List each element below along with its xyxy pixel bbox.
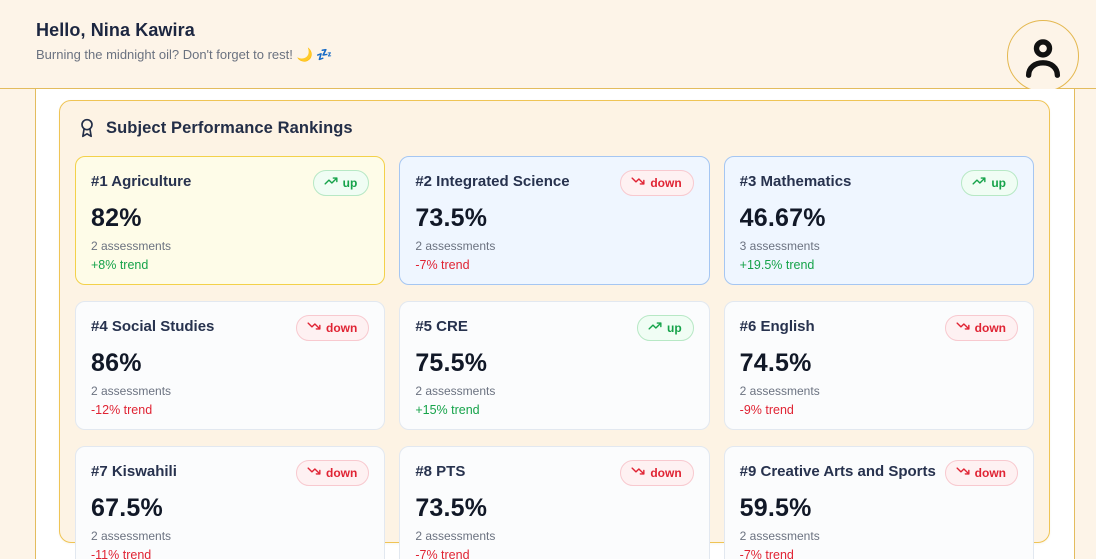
trend-badge: down	[296, 460, 370, 486]
ranking-card-title: #1 Agriculture	[91, 173, 192, 190]
trending-down-icon	[307, 319, 321, 336]
ranking-card-top: #1 Agriculture up	[91, 170, 370, 196]
ranking-card: #2 Integrated Science down 73.5%	[399, 156, 710, 285]
ranking-assessments: 2 assessments	[415, 529, 496, 543]
trending-down-icon	[631, 464, 645, 481]
ranking-score: 86%	[91, 349, 142, 377]
user-avatar-button[interactable]	[1007, 20, 1079, 92]
trend-badge: up	[636, 315, 694, 341]
ranking-card-title: #8 PTS	[415, 463, 466, 480]
ranking-score: 67.5%	[91, 494, 163, 522]
ranking-trend: -7% trend	[415, 258, 470, 272]
ranking-assessments: 2 assessments	[91, 384, 172, 398]
ranking-assessments: 2 assessments	[415, 384, 496, 398]
trend-badge: down	[296, 315, 370, 341]
ranking-trend: -7% trend	[415, 548, 470, 559]
rankings-section-header: Subject Performance Rankings	[75, 118, 1034, 138]
trend-badge-label: up	[666, 320, 682, 335]
trending-up-icon	[972, 174, 986, 191]
ranking-card-top: #9 Creative Arts and Sports down	[740, 460, 1018, 486]
trending-down-icon	[307, 464, 321, 481]
trend-badge-label: down	[650, 175, 682, 190]
trend-badge-label: down	[650, 465, 682, 480]
ranking-score: 46.67%	[739, 204, 826, 232]
ranking-score: 82%	[91, 204, 142, 232]
ranking-card-title: #7 Kiswahili	[91, 463, 177, 480]
ranking-card-top: #5 CRE up	[415, 315, 694, 341]
greeting-title: Hello, Nina Kawira	[36, 20, 195, 40]
left-margin-strip	[0, 89, 36, 559]
ranking-card-top: #6 English down	[740, 315, 1018, 341]
greeting-block: Hello, Nina Kawira Burning the midnight …	[36, 20, 332, 63]
trend-badge-label: up	[991, 175, 1006, 190]
ranking-score: 73.5%	[415, 494, 488, 522]
rankings-section-title: Subject Performance Rankings	[106, 118, 353, 137]
user-icon	[1020, 27, 1066, 86]
trending-down-icon	[956, 464, 970, 481]
ranking-card: #1 Agriculture up 82% 2 assessmen	[75, 156, 386, 285]
trend-badge-label: down	[974, 320, 1006, 335]
ranking-card: #7 Kiswahili down 67.5% 2 assessm	[75, 446, 386, 559]
trend-badge-label: up	[342, 175, 358, 190]
ranking-trend: -12% trend	[91, 403, 153, 417]
main-area: Subject Performance Rankings #1 Agricult…	[0, 89, 1096, 559]
trending-up-icon	[648, 319, 662, 336]
ranking-card: #8 PTS down 73.5% 2 assessments	[399, 446, 710, 559]
ranking-card-top: #2 Integrated Science down	[415, 170, 694, 196]
trend-badge-label: down	[974, 465, 1006, 480]
ranking-trend: +8% trend	[91, 258, 149, 272]
ranking-assessments: 2 assessments	[739, 529, 820, 543]
trend-badge: down	[944, 460, 1018, 486]
ranking-trend: +15% trend	[415, 403, 480, 417]
ranking-trend: -9% trend	[739, 403, 794, 417]
ranking-trend: -11% trend	[91, 548, 152, 559]
ranking-score: 75.5%	[415, 349, 488, 377]
trend-badge: down	[620, 170, 694, 196]
ranking-card: #4 Social Studies down 86% 2 asse	[75, 301, 386, 430]
trend-badge: down	[620, 460, 694, 486]
ranking-trend: +19.5% trend	[739, 258, 815, 272]
content-panel: Subject Performance Rankings #1 Agricult…	[36, 89, 1074, 559]
right-margin-strip	[1074, 89, 1096, 559]
trending-down-icon	[956, 319, 970, 336]
ranking-card: #3 Mathematics up 46.67% 3 assess	[723, 156, 1034, 285]
rankings-section: Subject Performance Rankings #1 Agricult…	[59, 100, 1050, 559]
ranking-assessments: 2 assessments	[91, 239, 172, 253]
trend-badge: up	[312, 170, 370, 196]
trend-badge-label: down	[326, 320, 358, 335]
trend-badge: down	[944, 315, 1018, 341]
ranking-assessments: 2 assessments	[739, 384, 820, 398]
ranking-score: 74.5%	[739, 349, 812, 377]
ranking-card: #9 Creative Arts and Sports down 59.5	[723, 446, 1034, 559]
page-header: Hello, Nina Kawira Burning the midnight …	[0, 0, 1096, 92]
ranking-card-top: #8 PTS down	[415, 460, 694, 486]
rankings-grid: #1 Agriculture up 82% 2 assessmen	[75, 156, 1034, 559]
ranking-card: #6 English down 74.5% 2 assessmen	[723, 301, 1034, 430]
ranking-card-title: #9 Creative Arts and Sports	[739, 463, 936, 480]
ranking-card-title: #6 English	[739, 318, 815, 335]
ranking-card: #5 CRE up 75.5% 2 assessments	[399, 301, 710, 430]
ranking-card-top: #4 Social Studies down	[91, 315, 370, 341]
award-icon	[77, 118, 97, 138]
ranking-assessments: 2 assessments	[91, 529, 172, 543]
trending-down-icon	[631, 174, 645, 191]
ranking-card-title: #2 Integrated Science	[415, 173, 570, 190]
trend-badge: up	[961, 170, 1018, 196]
ranking-trend: -7% trend	[739, 548, 794, 559]
ranking-card-top: #3 Mathematics up	[740, 170, 1018, 196]
ranking-assessments: 3 assessments	[739, 239, 820, 253]
greeting-subtitle: Burning the midnight oil? Don't forget t…	[36, 47, 333, 62]
trend-badge-label: down	[326, 465, 358, 480]
trending-up-icon	[324, 174, 338, 191]
ranking-card-top: #7 Kiswahili down	[91, 460, 370, 486]
ranking-score: 73.5%	[415, 204, 488, 232]
ranking-score: 59.5%	[739, 494, 812, 522]
ranking-card-title: #4 Social Studies	[91, 318, 215, 335]
ranking-card-title: #3 Mathematics	[739, 173, 852, 190]
ranking-card-title: #5 CRE	[415, 318, 468, 335]
ranking-assessments: 2 assessments	[415, 239, 496, 253]
